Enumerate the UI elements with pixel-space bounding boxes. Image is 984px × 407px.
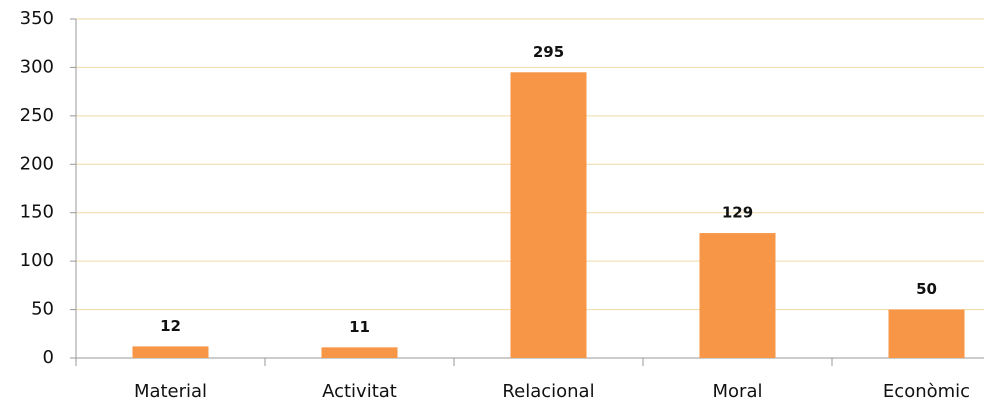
bar: [888, 309, 965, 358]
value-label: 50: [916, 280, 937, 298]
y-tick-label: 350: [20, 8, 54, 29]
bar: [132, 346, 209, 358]
value-label: 129: [722, 204, 753, 222]
y-tick-label: 250: [20, 105, 54, 126]
y-tick-label: 150: [20, 202, 54, 223]
y-tick-label: 300: [20, 56, 54, 77]
y-tick-label: 200: [20, 153, 54, 174]
y-tick-label: 0: [43, 347, 54, 368]
x-tick-label: Material: [134, 381, 207, 402]
x-tick-label: Econòmic: [883, 381, 970, 402]
y-tick-label: 100: [20, 250, 54, 271]
y-tick-label: 50: [31, 299, 54, 320]
value-label: 11: [349, 318, 370, 336]
bar: [510, 72, 587, 359]
value-label: 295: [533, 43, 564, 61]
bar: [321, 347, 398, 358]
x-tick-label: Relacional: [502, 381, 594, 402]
bar: [699, 233, 776, 358]
value-label: 12: [160, 317, 181, 335]
x-tick-label: Moral: [713, 381, 763, 402]
x-tick-label: Activitat: [322, 381, 397, 402]
